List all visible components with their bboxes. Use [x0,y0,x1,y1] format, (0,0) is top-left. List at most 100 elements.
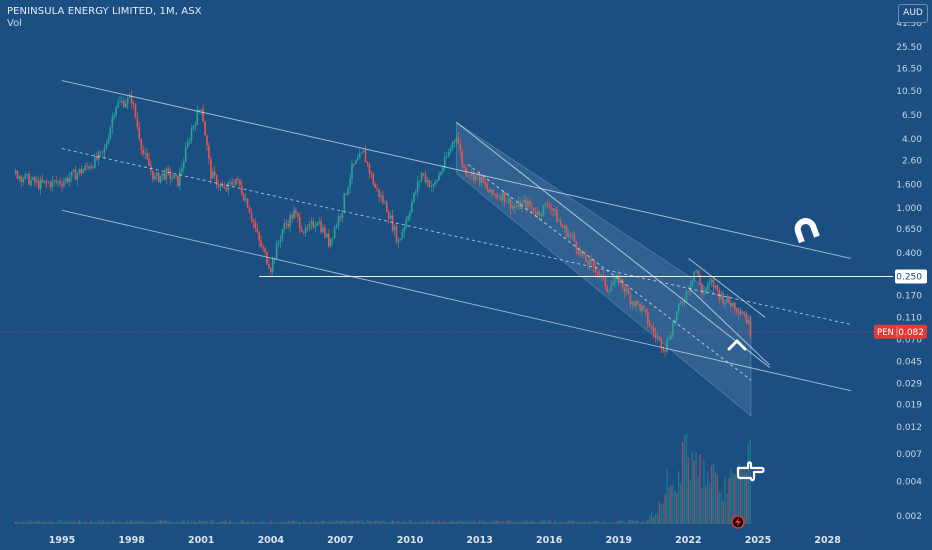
volume-bar [248,522,251,524]
volume-bar [303,520,305,524]
candle [585,249,587,263]
candle [403,226,405,238]
candle-body [583,254,585,256]
candle-body [455,137,458,141]
volume-bar [565,521,568,524]
volume-bar [457,521,459,524]
candle-body [589,259,591,265]
candle-body [252,219,255,223]
candle-body [677,303,680,312]
candle-body [310,221,313,224]
candle-body [720,293,723,299]
candle [575,240,578,255]
candle [600,273,603,282]
volume-bar [734,474,736,524]
candle [650,324,653,330]
candle-body [650,326,653,328]
candle-body [444,157,446,168]
candle-body [138,126,141,140]
candle-body [212,171,214,179]
candle [484,177,487,189]
candle-body [556,209,558,222]
candle [136,112,139,131]
candle [74,165,77,180]
candle-body [223,186,226,189]
candle [65,176,67,185]
candle [242,192,245,202]
volume-bar [496,520,498,524]
candle-body [666,339,668,352]
candle [418,179,421,188]
candle-body [215,175,218,186]
candle [233,179,235,187]
candle-body [552,208,554,211]
candle [730,299,732,313]
volume-bar [225,520,227,524]
candle [167,165,170,176]
candle [252,218,255,229]
candle [666,335,668,353]
candle [714,285,717,290]
candle-body [587,261,589,265]
candle-body [152,170,154,180]
candle-body [747,320,750,323]
volume-bar [129,521,131,524]
candle-body [277,242,280,244]
candle-body [326,233,328,238]
candle [132,101,135,110]
candle [192,125,195,132]
volume-bar [343,520,345,524]
candle-body [600,274,603,276]
y-tick-label: 0.012 [896,423,922,433]
volume-bar [386,522,388,524]
candle-body [705,288,707,292]
candle [519,199,521,210]
volume-bar [405,521,407,524]
candle [623,283,626,299]
candle-body [490,189,492,193]
candle-body [411,202,413,213]
volume-bar [390,521,392,524]
volume-bar [368,521,371,524]
candle-body [389,215,392,219]
volume-bar [465,520,467,524]
candle [382,190,384,205]
volume-bar [291,520,293,524]
volume-bar [362,521,365,524]
candle [645,308,647,317]
candle [24,172,27,180]
volume-bar [736,476,738,524]
candle [337,212,340,230]
volume-bar [498,520,500,524]
candle [154,172,156,181]
volume-bar [268,522,270,524]
candle [544,201,547,210]
x-tick-label: 2004 [258,535,285,546]
volume-bar [252,521,255,524]
candle [432,183,434,193]
candle-body [590,259,593,261]
candle-body [726,296,728,303]
volume-bar [415,521,417,524]
candle-body [295,210,297,214]
candle-body [57,181,59,183]
currency-button[interactable]: AUD [898,4,928,23]
volume-bar [705,485,707,524]
volume-bar [712,464,715,524]
candle-body [554,209,556,211]
candle-body [254,222,257,229]
candle-body [322,227,324,233]
symbol-title[interactable]: PENINSULA ENERGY LIMITED, 1M, ASX [7,6,202,17]
candle [76,171,79,186]
volume-bar [718,492,720,524]
candle [397,237,400,248]
candle [188,137,191,145]
volume-bar [608,521,610,524]
volume-bar [502,521,504,524]
candle-body [534,212,537,215]
candle [84,163,86,172]
volume-bar [181,520,183,524]
candle [480,175,483,187]
